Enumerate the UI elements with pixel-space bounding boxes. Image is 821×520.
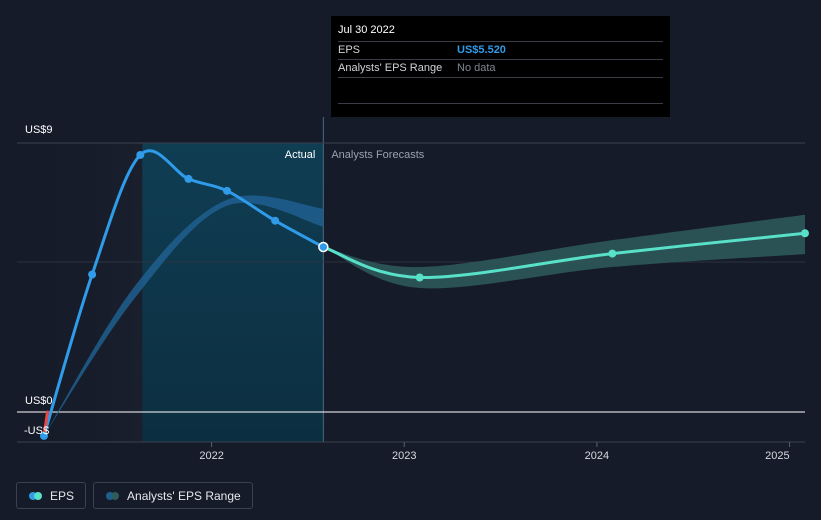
forecast-region-label: Analysts Forecasts — [331, 149, 424, 161]
chart-legend: EPS Analysts' EPS Range — [16, 482, 253, 509]
series-lines — [42, 149, 807, 438]
x-tick-label: 2024 — [585, 450, 609, 462]
chart-background — [17, 117, 324, 442]
y-tick-label: US$9 — [25, 124, 53, 136]
tooltip-range-label: Analysts' EPS Range — [338, 62, 443, 74]
range-legend-icon — [106, 491, 120, 500]
eps-tooltip: Jul 30 2022 EPS US$5.520 Analysts' EPS R… — [331, 16, 670, 117]
series-points[interactable] — [39, 150, 809, 440]
legend-eps-label: EPS — [50, 488, 75, 503]
eps-negative-segment — [42, 410, 50, 438]
eps-legend-icon — [29, 491, 43, 500]
eps-forecast-point[interactable] — [608, 249, 617, 258]
legend-range-toggle[interactable]: Analysts' EPS Range — [93, 482, 253, 509]
eps-point[interactable] — [39, 431, 48, 440]
eps-point[interactable] — [184, 174, 193, 183]
tooltip-date: Jul 30 2022 — [338, 16, 663, 42]
tooltip-range-row: Analysts' EPS Range No data — [338, 60, 663, 78]
eps-forecast-point[interactable] — [415, 273, 424, 282]
forecast-eps-range-band — [323, 214, 805, 289]
current-eps-point[interactable] — [318, 241, 329, 253]
eps-point[interactable] — [136, 150, 145, 159]
eps-point[interactable] — [88, 270, 97, 279]
actual-region-label: Actual — [285, 149, 316, 161]
axis-labels: US$9 US$0 -US$ 2022 2023 2024 2025 Actual Analys… — [24, 124, 791, 462]
tooltip-eps-label: EPS — [338, 44, 361, 56]
y-tick-label: US$0 — [25, 395, 53, 407]
legend-range-label: Analysts' EPS Range — [127, 488, 241, 503]
eps-point[interactable] — [271, 216, 280, 225]
tooltip-divider — [338, 78, 663, 104]
eps-forecast-line — [321, 231, 807, 280]
range-bands — [43, 195, 805, 436]
eps-forecast-point[interactable] — [801, 229, 809, 238]
x-tick-label: 2022 — [199, 450, 223, 462]
actual-region — [142, 143, 324, 442]
x-tick-label: 2025 — [765, 450, 789, 462]
tooltip-eps-value: US$5.520 — [457, 44, 506, 56]
legend-eps-toggle[interactable]: EPS — [16, 482, 87, 509]
tooltip-range-value: No data — [457, 62, 496, 74]
eps-point[interactable] — [223, 186, 232, 195]
x-tick-label: 2023 — [392, 450, 416, 462]
y-tick-label: -US$ — [24, 425, 49, 437]
eps-line — [42, 149, 325, 438]
tooltip-eps-row: EPS US$5.520 — [338, 42, 663, 60]
